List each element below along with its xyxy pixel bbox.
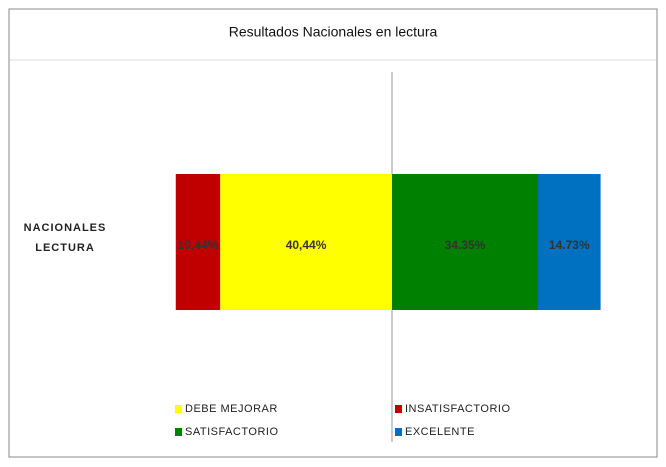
legend-swatch bbox=[395, 405, 402, 413]
legend-swatch bbox=[395, 428, 402, 436]
bar-segment bbox=[392, 174, 538, 310]
legend-swatch bbox=[175, 405, 182, 413]
legend-swatch bbox=[175, 428, 182, 436]
data-label: 10,44% bbox=[178, 238, 219, 252]
bar-segment bbox=[537, 174, 601, 310]
legend-label: INSATISFACTORIO bbox=[405, 403, 511, 415]
legend-label: EXCELENTE bbox=[405, 426, 475, 438]
data-label: 34.35% bbox=[445, 238, 486, 252]
chart-title: Resultados Nacionales en lectura bbox=[229, 24, 438, 40]
bar-segment bbox=[175, 174, 221, 310]
category-label: NACIONALES LECTURA bbox=[23, 222, 107, 254]
bar-segment bbox=[220, 174, 392, 310]
legend-label: DEBE MEJORAR bbox=[185, 403, 278, 415]
legend-label: SATISFACTORIO bbox=[185, 426, 279, 438]
data-label: 14.73% bbox=[549, 238, 590, 252]
data-label: 40,44% bbox=[286, 238, 327, 252]
